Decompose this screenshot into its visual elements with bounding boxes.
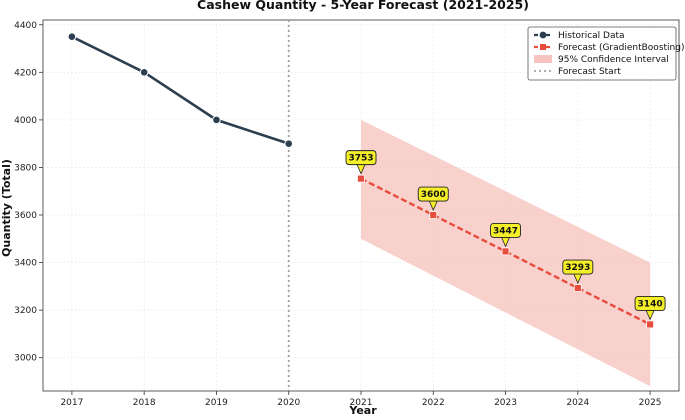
historical-line (71, 35, 290, 145)
y-tick-label: 4000 (14, 116, 37, 126)
legend-swatch-confidence (534, 55, 552, 63)
data-label-box (562, 259, 594, 275)
legend-label: Forecast Start (558, 67, 621, 77)
forecast-point (501, 247, 510, 256)
data-label-box (345, 150, 377, 166)
x-tick-label: 2019 (205, 398, 228, 408)
x-tick-label: 2022 (422, 398, 445, 408)
y-axis-ticks: 3000 3200 3400 3600 3800 4000 4200 4400 (14, 21, 43, 364)
y-tick-label: 4400 (14, 21, 37, 31)
x-tick-label: 2020 (277, 398, 300, 408)
historical-point (139, 68, 149, 77)
data-label-box (634, 295, 666, 311)
data-label-box (490, 222, 521, 238)
historical-point (67, 32, 77, 41)
forecast-point (646, 320, 654, 329)
forecast-point (357, 174, 365, 183)
data-label: 3293 (565, 263, 590, 273)
legend-label: Forecast (GradientBoosting) (558, 43, 684, 53)
x-tick-label: 2017 (60, 398, 83, 408)
y-tick-label: 3000 (14, 354, 37, 364)
x-axis-ticks: 2017 2018 2019 2020 2021 2022 2023 2024 2025 (60, 391, 662, 408)
y-tick-label: 3400 (14, 259, 37, 269)
data-label: 3600 (421, 190, 446, 200)
y-tick-label: 4200 (14, 68, 37, 78)
legend-label: Historical Data (558, 31, 625, 41)
data-label-layer: 3753 3600 3447 3293 3140 (345, 150, 666, 321)
y-axis-label: Quantity (Total) (0, 159, 13, 257)
y-tick-label: 3200 (14, 306, 37, 316)
historical-point (212, 115, 221, 125)
legend: Historical Data Forecast (GradientBoostin… (527, 26, 684, 81)
legend-marker-forecast (540, 44, 546, 50)
y-tick-label: 3600 (14, 211, 37, 221)
data-label-box (417, 186, 449, 202)
legend-marker-historical (539, 31, 547, 39)
forecast-point (573, 284, 582, 292)
x-tick-label: 2021 (350, 398, 373, 408)
data-label: 3447 (493, 226, 518, 236)
forecast-point (429, 211, 438, 219)
x-axis-label: Year (348, 404, 377, 417)
chart-title: Cashew Quantity - 5-Year Forecast (2021-… (197, 0, 529, 12)
data-label: 3753 (348, 154, 373, 164)
series-layer (67, 32, 654, 329)
x-tick-label: 2018 (133, 398, 156, 408)
y-tick-label: 3800 (14, 163, 37, 173)
x-tick-label: 2024 (566, 398, 589, 408)
x-tick-label: 2023 (494, 398, 517, 408)
legend-box (527, 26, 677, 81)
x-tick-label: 2025 (639, 398, 662, 408)
grid-lines (43, 20, 679, 391)
historical-point (284, 139, 294, 148)
data-label: 3140 (638, 299, 663, 309)
legend-label: 95% Confidence Interval (558, 55, 669, 65)
